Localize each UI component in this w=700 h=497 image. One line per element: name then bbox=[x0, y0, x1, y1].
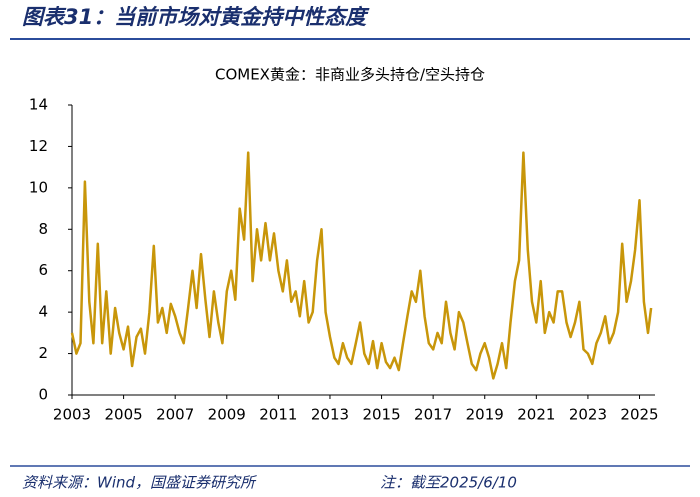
x-tick-label: 2007 bbox=[156, 406, 194, 424]
y-tick-label: 12 bbox=[29, 137, 48, 155]
x-tick-label: 2011 bbox=[259, 406, 297, 424]
y-tick-label: 6 bbox=[38, 261, 48, 279]
note: 注：截至2025/6/10 bbox=[380, 474, 517, 492]
x-tick-label: 2009 bbox=[208, 406, 246, 424]
x-tick-label: 2019 bbox=[466, 406, 504, 424]
y-tick-label: 0 bbox=[38, 386, 48, 404]
x-tick-label: 2021 bbox=[517, 406, 555, 424]
header-title: 图表31：当前市场对黄金持中性态度 bbox=[22, 5, 370, 29]
chart-title: COMEX黄金：非商业多头持仓/空头持仓 bbox=[215, 66, 485, 84]
source: 资料来源：Wind，国盛证券研究所 bbox=[22, 474, 257, 492]
y-tick-label: 4 bbox=[38, 303, 48, 321]
x-tick-label: 2013 bbox=[311, 406, 349, 424]
y-tick-label: 8 bbox=[38, 220, 48, 238]
y-tick-label: 2 bbox=[38, 344, 48, 362]
x-tick-label: 2003 bbox=[53, 406, 91, 424]
series-line bbox=[70, 151, 653, 380]
x-tick-label: 2005 bbox=[104, 406, 142, 424]
y-tick-label: 14 bbox=[29, 96, 48, 114]
x-tick-label: 2015 bbox=[362, 406, 400, 424]
y-tick-label: 10 bbox=[29, 178, 48, 196]
x-tick-label: 2017 bbox=[414, 406, 452, 424]
x-tick-label: 2023 bbox=[569, 406, 607, 424]
x-tick-label: 2025 bbox=[620, 406, 658, 424]
